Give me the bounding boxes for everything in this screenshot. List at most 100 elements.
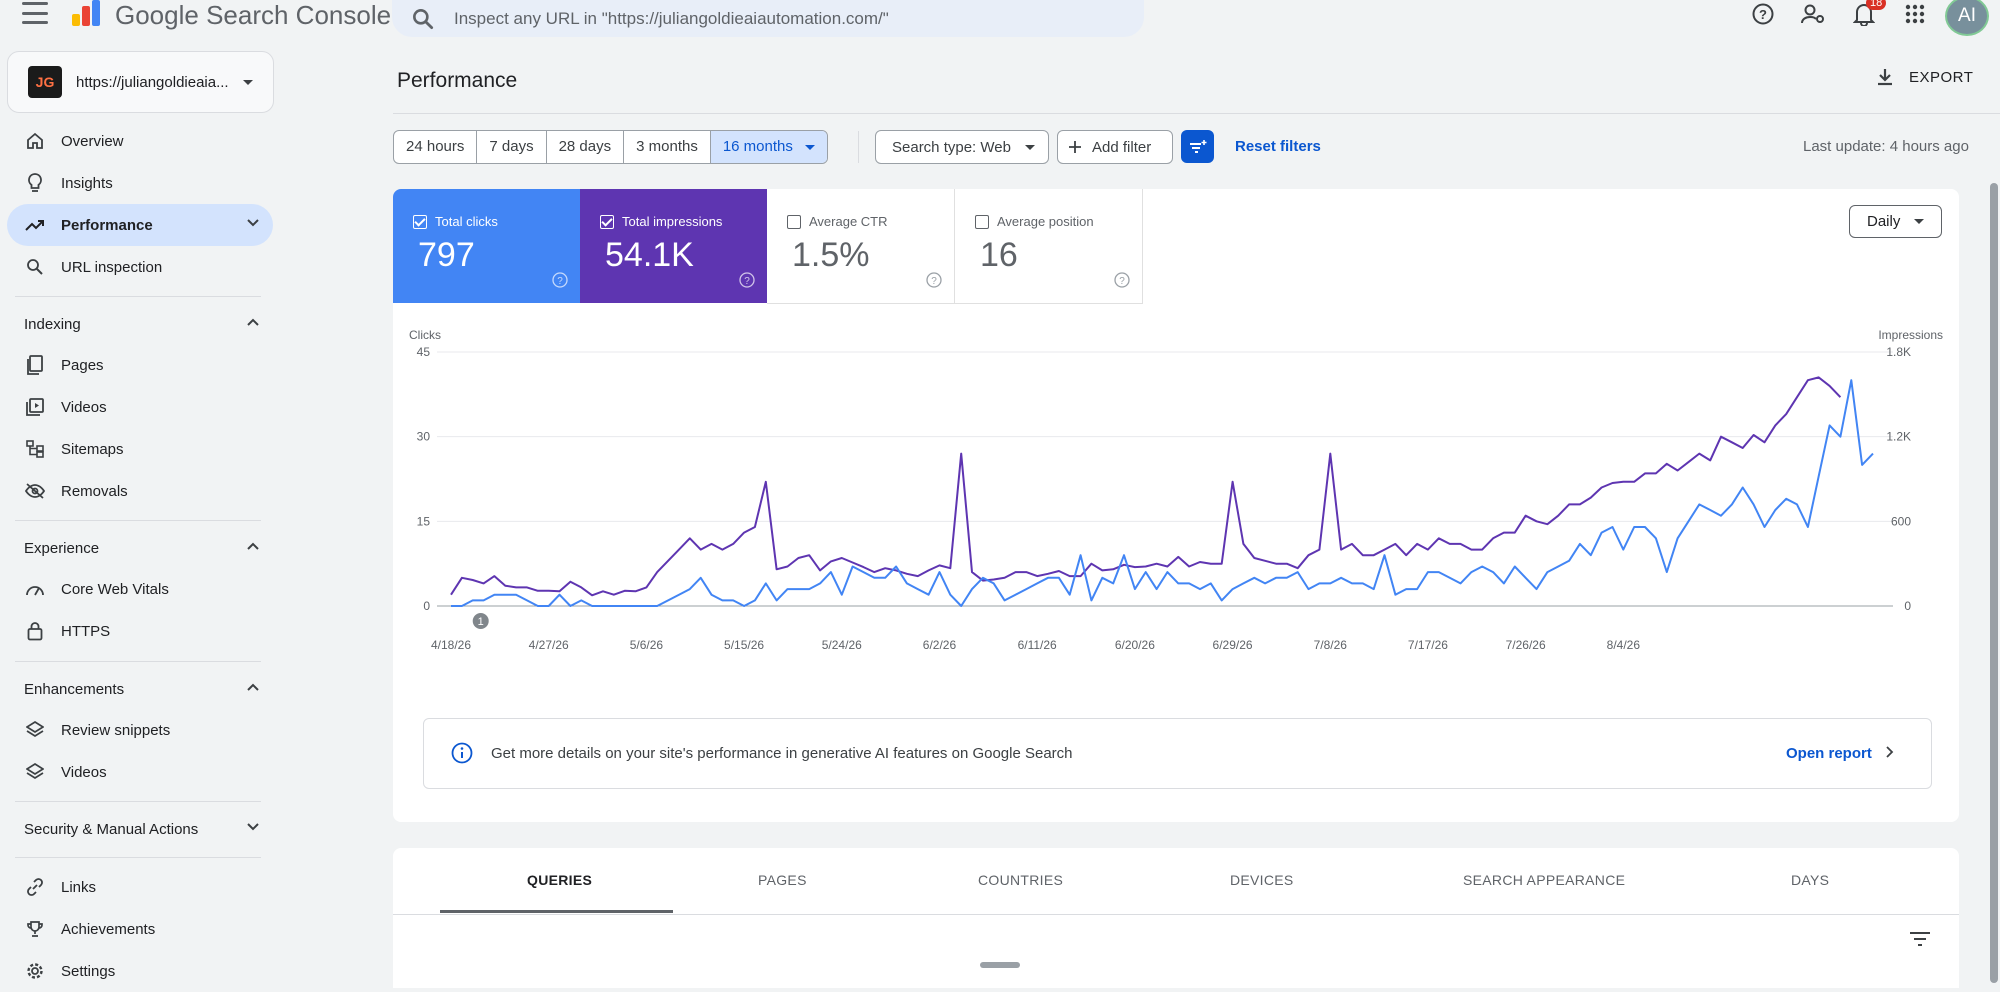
- link-icon: [25, 877, 45, 897]
- section-indexing[interactable]: Indexing: [7, 304, 273, 344]
- tab-queries[interactable]: QUERIES: [527, 872, 593, 888]
- annotation-label: 1: [478, 616, 484, 628]
- sidebar-item-enh-videos[interactable]: Videos: [7, 751, 273, 793]
- add-filter-button[interactable]: Add filter: [1057, 130, 1173, 164]
- metric-value: 54.1K: [605, 236, 694, 274]
- x-tick-label: 5/6/26: [630, 638, 664, 652]
- left-tick-label: 0: [423, 599, 430, 613]
- series-line-total-impressions[interactable]: [450, 376, 1842, 597]
- metric-label: Total clicks: [435, 214, 498, 229]
- sidebar-item-settings[interactable]: Settings: [7, 950, 273, 992]
- granularity-label: Daily: [1867, 213, 1901, 230]
- help-icon[interactable]: ?: [552, 272, 568, 288]
- range-16-months[interactable]: 16 months: [710, 131, 827, 163]
- sidebar-item-core-web-vitals[interactable]: Core Web Vitals: [7, 568, 273, 610]
- sidebar-item-label: URL inspection: [61, 258, 163, 276]
- sidebar-item-url-inspection[interactable]: URL inspection: [7, 246, 273, 288]
- right-tick-label: 0: [1904, 599, 1911, 613]
- tab-days[interactable]: DAYS: [1791, 872, 1830, 888]
- metric-total-impressions[interactable]: Total impressions 54.1K ?: [580, 189, 767, 303]
- metric-total-clicks[interactable]: Total clicks 797 ?: [393, 189, 580, 303]
- section-experience[interactable]: Experience: [7, 528, 273, 568]
- manage-users-icon[interactable]: [1798, 0, 1828, 28]
- property-url: https://juliangoldieaia...: [76, 73, 229, 91]
- tab-pages[interactable]: PAGES: [758, 872, 807, 888]
- vertical-scrollbar[interactable]: [1990, 183, 1998, 983]
- sidebar-item-https[interactable]: HTTPS: [7, 610, 273, 652]
- sidebar-item-label: Videos: [61, 398, 107, 416]
- range-3-months[interactable]: 3 months: [624, 131, 711, 163]
- last-update: Last update: 4 hours ago: [1803, 138, 1969, 155]
- help-icon[interactable]: ?: [1748, 0, 1778, 28]
- help-icon[interactable]: ?: [739, 272, 755, 288]
- section-security-manual-actions[interactable]: Security & Manual Actions: [7, 809, 273, 849]
- tab-devices[interactable]: DEVICES: [1230, 872, 1294, 888]
- annotation-marker[interactable]: [472, 613, 489, 629]
- section-title: Enhancements: [24, 680, 125, 698]
- range-28-days[interactable]: 28 days: [547, 131, 625, 163]
- notifications-icon[interactable]: 18: [1849, 0, 1887, 28]
- sidebar-item-pages[interactable]: Pages: [7, 344, 273, 386]
- x-tick-label: 6/20/26: [1115, 638, 1155, 652]
- series-line-total-clicks[interactable]: [451, 379, 1874, 607]
- section-enhancements[interactable]: Enhancements: [7, 669, 273, 709]
- sidebar-item-removals[interactable]: Removals: [7, 470, 273, 512]
- url-inspection-search[interactable]: [392, 0, 1144, 37]
- sidebar-item-insights[interactable]: Insights: [7, 162, 273, 204]
- x-tick-label: 4/18/26: [431, 638, 471, 652]
- menu-icon[interactable]: [22, 2, 48, 24]
- range-7-days[interactable]: 7 days: [477, 131, 547, 163]
- sidebar-item-achievements[interactable]: Achievements: [7, 908, 273, 950]
- tab-countries[interactable]: COUNTRIES: [978, 872, 1064, 888]
- x-tick-label: 6/11/26: [1018, 638, 1057, 652]
- divider: [15, 801, 261, 802]
- apps-grid-icon[interactable]: [1900, 0, 1930, 28]
- property-selector[interactable]: JG https://juliangoldieaia...: [7, 51, 274, 113]
- download-icon: [1878, 69, 1892, 86]
- avatar[interactable]: AI: [1945, 0, 1989, 36]
- export-button[interactable]: EXPORT: [1875, 67, 1973, 87]
- metric-value: 16: [980, 236, 1018, 274]
- trending-up-icon: [25, 215, 45, 235]
- caret-down-icon: [1914, 219, 1925, 224]
- range-24-hours[interactable]: 24 hours: [394, 131, 478, 163]
- right-tick-label: 1.8K: [1886, 345, 1911, 359]
- filter-icon[interactable]: [1909, 930, 1931, 948]
- help-icon[interactable]: ?: [926, 272, 942, 288]
- chevron-down-icon[interactable]: [247, 219, 259, 227]
- open-report-link[interactable]: Open report: [1786, 745, 1894, 762]
- sidebar-item-links[interactable]: Links: [7, 866, 273, 908]
- sidebar-item-label: HTTPS: [61, 622, 111, 640]
- search-type-filter[interactable]: Search type: Web: [875, 130, 1049, 164]
- sidebar-item-overview[interactable]: Overview: [7, 120, 273, 162]
- sidebar-item-sitemaps[interactable]: Sitemaps: [7, 428, 273, 470]
- filter-settings-button[interactable]: [1181, 130, 1214, 163]
- search-input[interactable]: [452, 7, 1096, 30]
- metric-label: Average position: [997, 214, 1094, 229]
- help-icon[interactable]: ?: [1114, 272, 1130, 288]
- video-icon: [25, 397, 45, 417]
- resize-handle[interactable]: [980, 962, 1020, 968]
- left-axis-label: Clicks: [409, 328, 441, 342]
- sidebar-item-videos[interactable]: Videos: [7, 386, 273, 428]
- sidebar-item-review-snippets[interactable]: Review snippets: [7, 709, 273, 751]
- toolbar-divider: [858, 131, 859, 163]
- sidebar-item-performance[interactable]: Performance: [7, 204, 273, 246]
- info-icon: [451, 742, 473, 764]
- top-bar: Google Search Console ? 18 AI: [0, 0, 2000, 40]
- sitemap-icon: [25, 439, 45, 459]
- filter-list-icon: [1189, 139, 1206, 153]
- reset-filters-link[interactable]: Reset filters: [1235, 138, 1321, 155]
- metric-average-ctr[interactable]: Average CTR 1.5% ?: [767, 189, 955, 304]
- sidebar-item-label: Settings: [61, 962, 116, 980]
- svg-text:?: ?: [744, 276, 750, 287]
- divider: [15, 296, 261, 297]
- search-icon: [25, 257, 45, 277]
- brand-name: Google Search Console: [115, 0, 392, 30]
- metric-average-position[interactable]: Average position 16 ?: [955, 189, 1143, 304]
- granularity-select[interactable]: Daily: [1849, 205, 1942, 238]
- sidebar-item-label: Overview: [61, 132, 124, 150]
- left-tick-label: 30: [417, 430, 431, 444]
- tab-search-appearance[interactable]: SEARCH APPEARANCE: [1463, 872, 1626, 888]
